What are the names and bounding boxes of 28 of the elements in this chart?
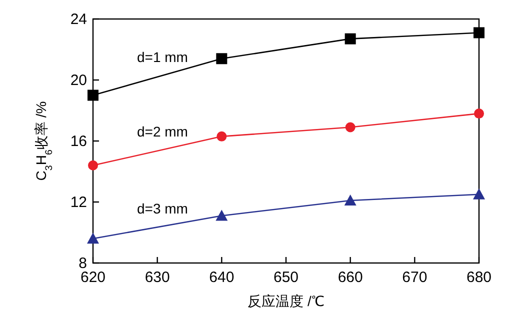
- point: [344, 194, 356, 206]
- y-tick-label: 16: [70, 133, 87, 150]
- point: [474, 108, 484, 119]
- x-axis-title: 反应温度 /℃: [248, 293, 324, 309]
- y-tick-label: 8: [78, 255, 87, 272]
- y-tick-label: 20: [70, 72, 87, 89]
- point: [474, 27, 484, 38]
- point: [216, 210, 228, 221]
- y-tick-label: 24: [70, 11, 87, 28]
- point: [216, 53, 228, 64]
- x-tick-label: 680: [466, 269, 492, 286]
- x-tick-label: 650: [273, 269, 299, 286]
- point: [88, 90, 98, 101]
- point: [344, 33, 356, 44]
- point: [88, 160, 98, 170]
- y-tick-label: 12: [70, 194, 87, 211]
- x-tick-label: 630: [144, 269, 170, 286]
- x-tick-label: 620: [80, 269, 106, 286]
- series-label: d=1 mm: [137, 49, 188, 66]
- x-tick-label: 670: [402, 269, 428, 286]
- point: [87, 232, 99, 244]
- x-tick-label: 660: [338, 269, 363, 286]
- point: [345, 122, 356, 132]
- point: [473, 188, 485, 200]
- point: [216, 131, 227, 142]
- x-tick-label: 640: [209, 269, 234, 286]
- series-label: d=3 mm: [137, 200, 188, 216]
- series-label: d=2 mm: [137, 124, 188, 140]
